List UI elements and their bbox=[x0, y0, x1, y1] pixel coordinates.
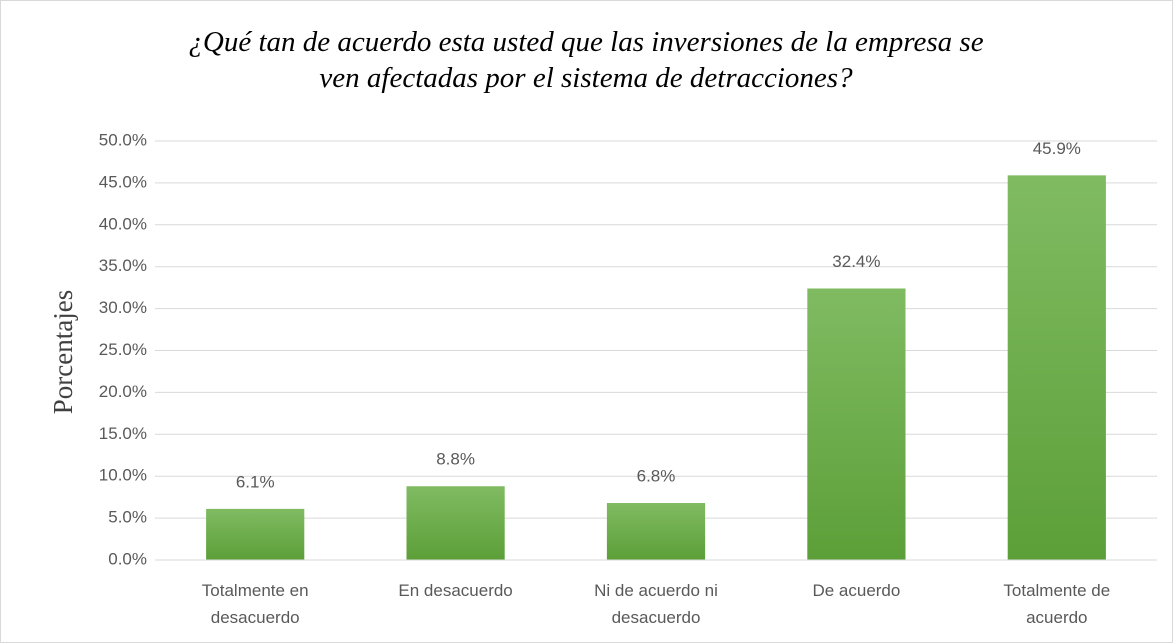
data-label: 32.4% bbox=[832, 252, 880, 271]
data-label: 8.8% bbox=[436, 450, 475, 469]
y-tick-label: 45.0% bbox=[99, 172, 147, 191]
bar bbox=[406, 486, 505, 560]
chart-title: ¿Qué tan de acuerdo esta usted que las i… bbox=[188, 26, 983, 94]
x-tick-label: Ni de acuerdo ni desacuerdo bbox=[594, 581, 718, 627]
y-tick-label: 50.0% bbox=[99, 130, 147, 149]
y-tick-label: 35.0% bbox=[99, 256, 147, 275]
x-tick-label: De acuerdo bbox=[812, 581, 900, 600]
data-label: 6.1% bbox=[236, 472, 275, 491]
y-tick-label: 40.0% bbox=[99, 214, 147, 233]
data-label: 45.9% bbox=[1033, 139, 1081, 158]
y-tick-label: 20.0% bbox=[99, 382, 147, 401]
x-tick-label: Totalmente en desacuerdo bbox=[202, 581, 309, 627]
y-axis-label: Porcentajes bbox=[48, 290, 78, 414]
bar bbox=[206, 508, 305, 560]
y-tick-label: 0.0% bbox=[108, 549, 147, 568]
y-tick-label: 25.0% bbox=[99, 340, 147, 359]
x-tick-label: Totalmente de acuerdo bbox=[1003, 581, 1110, 627]
bar bbox=[807, 288, 906, 560]
bar bbox=[1007, 175, 1106, 560]
y-tick-label: 15.0% bbox=[99, 424, 147, 443]
y-tick-label: 10.0% bbox=[99, 466, 147, 485]
data-label: 6.8% bbox=[637, 467, 676, 486]
bar bbox=[606, 503, 706, 560]
y-tick-label: 5.0% bbox=[108, 508, 147, 527]
y-tick-label: 30.0% bbox=[99, 298, 147, 317]
x-tick-label: En desacuerdo bbox=[398, 581, 512, 600]
